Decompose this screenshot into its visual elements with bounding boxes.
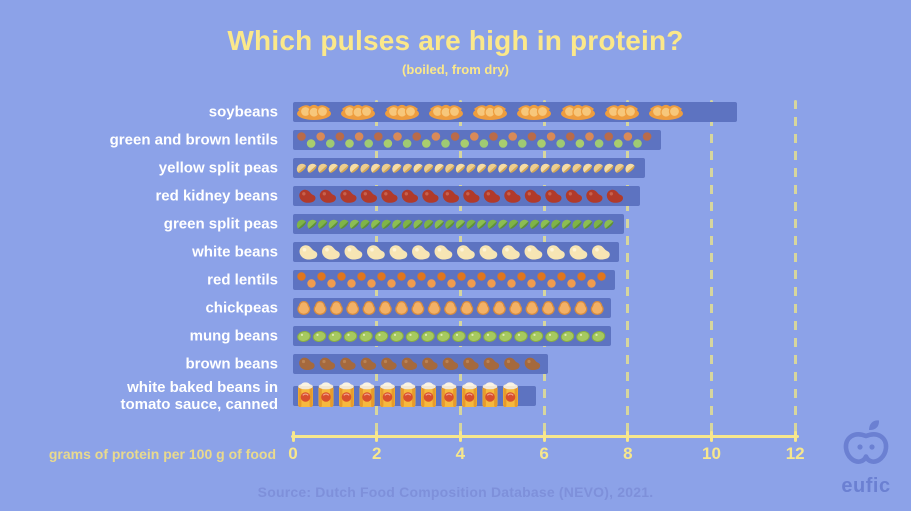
category-label: yellow split peas — [158, 159, 278, 177]
bar-red-lentil — [293, 270, 615, 290]
eufic-logo: eufic — [836, 418, 896, 498]
x-tick — [458, 431, 462, 442]
x-tick — [793, 431, 797, 442]
bar-mung-bean — [293, 326, 611, 346]
x-tick — [542, 431, 546, 442]
bar-brown-bean — [293, 354, 548, 374]
gridline — [626, 100, 630, 437]
x-tick-label: 2 — [371, 444, 382, 463]
x-tick-label: 6 — [539, 444, 549, 463]
source-note: Source: Dutch Food Composition Database … — [257, 484, 654, 500]
gridline — [710, 100, 713, 437]
bar-red-kidney-bean — [293, 186, 640, 206]
category-label: green split peas — [163, 215, 278, 233]
white-bean-icon-row — [299, 245, 610, 260]
category-label: chickpeas — [205, 299, 278, 317]
x-tick-label: 12 — [785, 444, 805, 463]
baked-beans-can-icon-row — [298, 382, 518, 407]
apple-logo-icon — [843, 420, 889, 464]
yellow-split-pea-icon-row — [296, 163, 635, 173]
x-tick — [291, 431, 295, 442]
chickpea-icon-row — [297, 300, 604, 315]
gridline — [375, 100, 379, 437]
chart-title: Which pulses are high in protein? — [227, 25, 684, 56]
gridline — [458, 100, 462, 437]
logo-wordmark: eufic — [841, 475, 891, 497]
bar-mixed-lentils — [293, 130, 661, 150]
bar-yellow-split-pea — [293, 158, 645, 178]
chart-subtitle: (boiled, from dry) — [402, 62, 509, 77]
bar-baked-beans-can — [293, 382, 536, 407]
bar-chickpea — [293, 298, 611, 318]
mung-bean-icon-row — [297, 331, 606, 342]
x-tick-label: 10 — [702, 444, 721, 463]
soybean-pod-icon-row — [297, 105, 683, 120]
category-label: red kidney beans — [155, 187, 278, 205]
bar-soybean-pod — [293, 102, 737, 122]
x-tick-label: 0 — [288, 444, 298, 463]
category-label: white beans — [192, 243, 278, 261]
red-lentil-icon-row — [297, 272, 606, 288]
category-label: soybeans — [208, 103, 278, 121]
bar-white-bean — [293, 242, 619, 262]
category-label: mung beans — [189, 327, 278, 345]
green-split-pea-icon-row — [296, 219, 614, 229]
gridline — [793, 100, 797, 437]
x-axis-caption: grams of protein per 100 g of food — [48, 446, 276, 462]
bar-green-split-pea — [293, 214, 624, 234]
x-tick — [710, 431, 713, 442]
mixed-lentils-icon-row — [297, 132, 652, 148]
category-label: green and brown lentils — [109, 131, 278, 149]
gridline — [542, 100, 546, 437]
x-tick-label: 8 — [623, 444, 633, 463]
x-tick — [375, 431, 379, 442]
category-label: red lentils — [207, 271, 278, 289]
red-kidney-bean-icon-row — [299, 189, 624, 203]
category-label: brown beans — [185, 355, 278, 373]
x-tick-label: 4 — [455, 444, 466, 463]
category-label: white baked beans in tomato sauce, canne… — [120, 379, 278, 413]
x-tick — [626, 431, 630, 442]
brown-bean-icon-row — [299, 357, 541, 371]
